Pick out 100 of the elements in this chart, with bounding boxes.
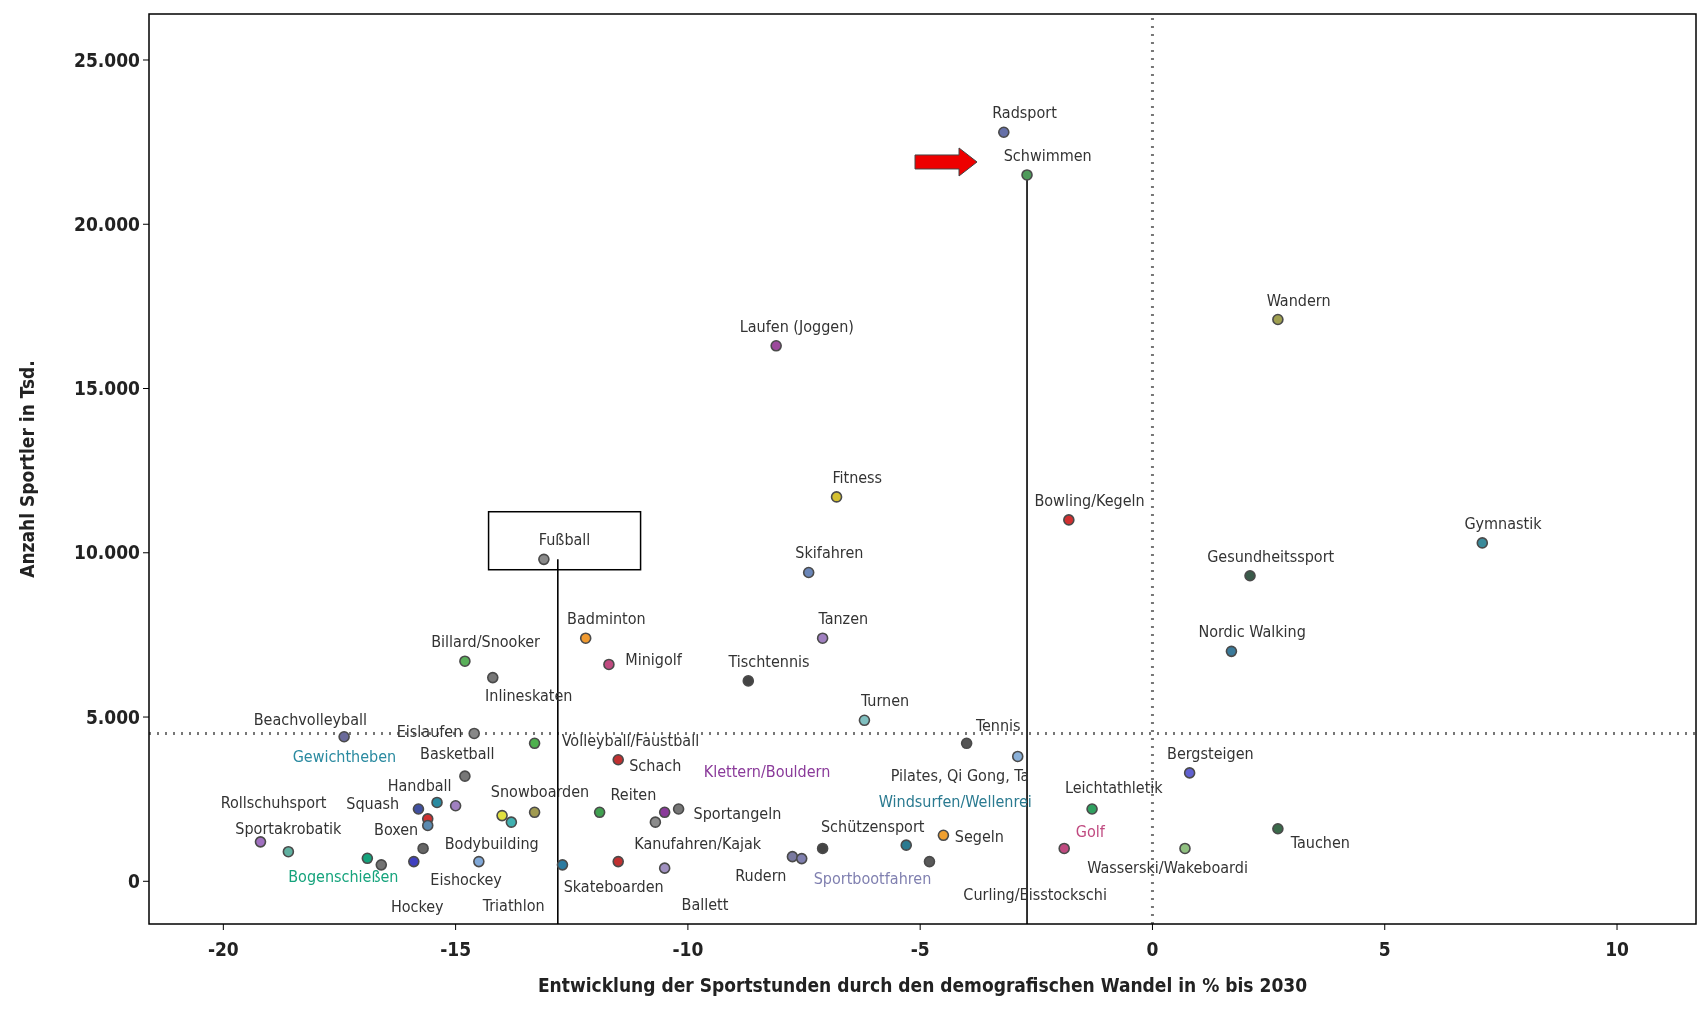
series-label: Skateboarden	[563, 877, 664, 897]
point	[770, 340, 782, 352]
point	[468, 727, 480, 740]
point	[612, 855, 625, 868]
point	[1058, 842, 1070, 855]
point	[816, 632, 829, 644]
point	[1272, 313, 1284, 326]
point	[937, 829, 950, 842]
series-label: Schach	[629, 755, 682, 775]
series-label: Rudern	[735, 865, 787, 885]
point	[1272, 822, 1284, 835]
x-tick-label: -20	[207, 938, 239, 960]
text: Gewichtheben	[292, 747, 397, 767]
series-label: Tauchen	[1289, 833, 1350, 853]
point	[1086, 803, 1098, 815]
series-label: Gesundheitssport	[1207, 546, 1335, 566]
series-label: Golf	[1075, 821, 1106, 841]
series-label: Triathlon	[481, 895, 545, 915]
point	[998, 126, 1010, 139]
point	[361, 852, 374, 865]
point	[459, 655, 471, 667]
series-label: Bowling/Kegeln	[1034, 490, 1145, 510]
series-label: Gymnastik	[1464, 513, 1543, 533]
text: Rollschuhsport	[220, 793, 327, 813]
point	[1476, 537, 1489, 549]
series-label: Leichtathletik	[1065, 777, 1164, 797]
x-tick-label: -5	[910, 938, 930, 960]
point	[486, 671, 499, 684]
series-label: Laufen (Joggen)	[739, 316, 854, 336]
point	[408, 855, 420, 868]
point	[795, 852, 808, 865]
point	[923, 855, 936, 868]
point	[1225, 645, 1238, 658]
series-label: Billard/Snooker	[431, 632, 541, 652]
series-label: Handball	[387, 775, 452, 795]
point	[556, 859, 569, 871]
point	[742, 675, 755, 687]
point	[658, 806, 671, 819]
point	[579, 632, 592, 644]
series-label: Eislaufen	[396, 721, 463, 741]
point	[473, 855, 485, 868]
series-label: Bergsteigen	[1167, 743, 1254, 763]
point	[528, 806, 541, 819]
point	[505, 816, 518, 828]
series-label: Wandern	[1266, 290, 1331, 310]
y-tick-label: 20.000	[74, 212, 141, 235]
x-tick-label: -10	[672, 938, 704, 960]
series-label: Segeln	[954, 826, 1004, 846]
point	[1021, 169, 1033, 181]
point	[612, 753, 625, 766]
series-label: Beachvolleyball	[253, 709, 367, 729]
y-tick-label: 0	[128, 869, 141, 892]
series-label: Schützensport	[820, 817, 925, 837]
point	[421, 819, 434, 832]
point	[375, 859, 388, 871]
series-label: Volleyball/Faustball	[561, 730, 700, 750]
point	[338, 730, 350, 743]
point	[649, 816, 662, 828]
series-label: Sportakrobatik	[235, 819, 343, 839]
series-label: Fitness	[832, 467, 883, 487]
point	[254, 836, 267, 848]
series-label: Tanzen	[817, 609, 869, 629]
x-tick-label: 10	[1605, 938, 1630, 960]
y-tick-label: 10.000	[74, 541, 141, 564]
point	[1011, 750, 1024, 763]
point	[1244, 569, 1256, 582]
series-label: Tischtennis	[727, 651, 810, 671]
point	[830, 491, 843, 503]
y-tick-label: 25.000	[74, 48, 141, 71]
text: Klettern/Bouldern	[703, 761, 831, 781]
series-label: Sportbootfahren	[813, 868, 932, 888]
point	[900, 839, 913, 851]
point	[538, 553, 550, 566]
series-label: Sportangeln	[693, 803, 782, 823]
series-label: Minigolf	[625, 649, 683, 669]
series-label: Nordic Walking	[1198, 622, 1306, 642]
point	[449, 799, 462, 812]
point	[1063, 514, 1075, 526]
series-label: Ballett	[681, 894, 729, 914]
series-label: Badminton	[567, 609, 646, 629]
x-tick-label: 5	[1378, 938, 1391, 960]
point	[1179, 842, 1191, 855]
point	[431, 796, 443, 809]
series-label: Schwimmen	[1003, 145, 1092, 165]
point	[786, 850, 799, 863]
point	[858, 714, 871, 727]
y-tick-label: 15.000	[74, 377, 141, 400]
point	[459, 770, 471, 782]
series-label: Bogenschießen	[288, 867, 399, 887]
series-label: Eishockey	[430, 869, 503, 889]
series-label: Skifahren	[795, 543, 864, 563]
y-axis-title: Anzahl Sportler in Tsd.	[16, 360, 38, 578]
series-label: Hockey	[390, 896, 445, 916]
series-label: Fußball	[538, 530, 591, 550]
point	[802, 566, 815, 579]
series-label: Turnen	[860, 691, 910, 711]
point	[417, 842, 429, 855]
y-tick-label: 5.000	[85, 705, 141, 728]
point	[412, 803, 425, 815]
series-label: Radsport	[992, 103, 1058, 123]
